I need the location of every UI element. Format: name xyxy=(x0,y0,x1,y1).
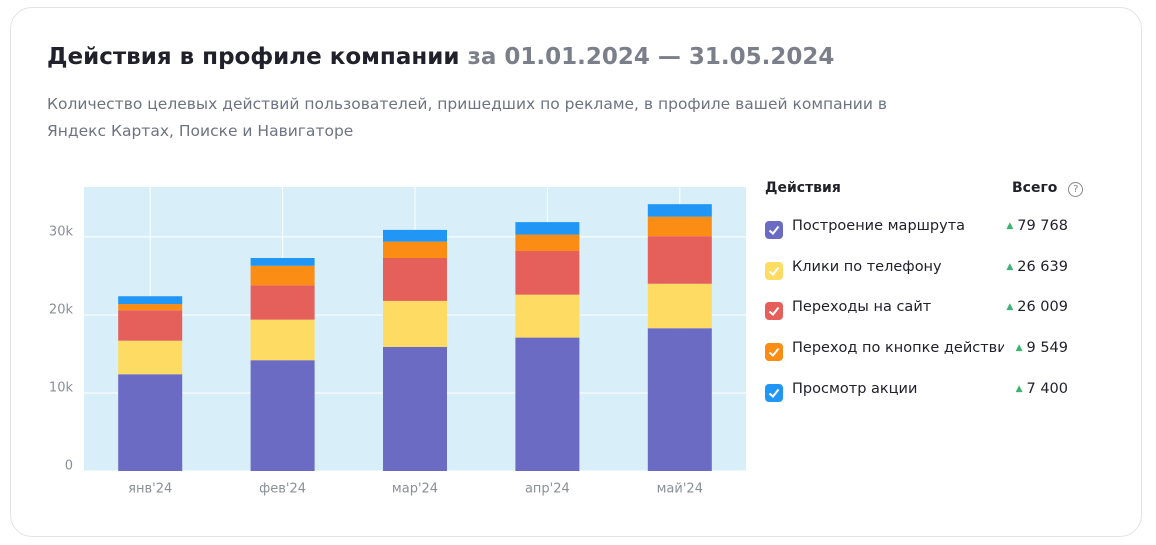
up-arrow: ▲ xyxy=(1015,343,1023,354)
x-tick-label: май'24 xyxy=(657,482,703,497)
bar-segment xyxy=(383,258,447,301)
legend-checkbox[interactable] xyxy=(765,343,783,362)
chart-title: Действия в профиле компании xyxy=(47,44,460,70)
total-value: 79 768 xyxy=(1017,218,1068,234)
up-arrow: ▲ xyxy=(1015,383,1023,394)
legend-item[interactable]: Просмотр акции xyxy=(792,380,918,397)
legend-checkbox[interactable] xyxy=(765,302,783,321)
bar-segment xyxy=(118,304,183,311)
legend-total: ▲ 26 639 xyxy=(998,259,1068,275)
check-icon xyxy=(768,266,780,276)
y-tick-label: 10k xyxy=(49,380,74,395)
card xyxy=(10,7,1142,537)
total-title: Всего ? xyxy=(1012,180,1084,197)
legend-item[interactable]: Переход по кнопке действия xyxy=(792,340,1004,357)
bar-segment xyxy=(515,250,580,295)
x-tick-label: янв'24 xyxy=(128,482,172,497)
legend-item[interactable]: Клики по телефону xyxy=(792,258,942,275)
y-tick-label: 20k xyxy=(49,302,74,317)
bar-segment xyxy=(383,229,447,242)
total-value: 26 639 xyxy=(1017,258,1068,275)
bar-segment xyxy=(647,328,712,471)
check-icon xyxy=(768,347,780,358)
total-value: 26 009 xyxy=(1017,299,1068,316)
check-icon xyxy=(768,307,780,317)
legend-item[interactable]: Переходы на сайт xyxy=(792,299,932,316)
bar-segment xyxy=(515,294,580,338)
bar-segment xyxy=(118,310,183,341)
legend-item[interactable]: Построение маршрута xyxy=(792,218,966,234)
total-value: 7 400 xyxy=(1026,380,1068,397)
bar-segment xyxy=(383,241,447,258)
subtitle: Количество целевых действий пользователе… xyxy=(47,95,887,140)
bar-segment xyxy=(118,296,183,305)
bar-segment xyxy=(515,222,580,235)
title-block: Действия в профиле компании за 01.01.202… xyxy=(47,44,834,70)
total-value: 9 549 xyxy=(1026,340,1068,357)
x-tick-label: фев'24 xyxy=(259,482,306,497)
up-arrow: ▲ xyxy=(1006,302,1014,313)
bar-segment xyxy=(515,337,580,471)
bar-segment xyxy=(250,265,315,286)
bar-segment xyxy=(250,319,315,361)
bar-segment xyxy=(118,340,183,375)
bar-segment xyxy=(383,346,447,471)
y-tick-label: 0 xyxy=(65,459,73,474)
y-tick-label: 30k xyxy=(49,224,74,239)
legend-total: ▲ 26 009 xyxy=(998,299,1068,315)
period: за 01.01.2024 — 31.05.2024 xyxy=(467,44,835,70)
bar-segment xyxy=(250,258,315,266)
bar-segment xyxy=(383,300,447,347)
up-arrow: ▲ xyxy=(1006,221,1014,231)
bar-segment xyxy=(647,236,712,284)
legend-total: ▲ 9 549 xyxy=(998,340,1068,356)
bar-segment xyxy=(647,283,712,329)
total-title-text: Всего xyxy=(1012,180,1058,196)
bar-segment xyxy=(647,216,712,237)
legend-checkbox[interactable] xyxy=(765,261,783,280)
bar-segment xyxy=(250,360,315,471)
legend-checkbox[interactable] xyxy=(765,221,783,239)
x-tick-label: апр'24 xyxy=(525,482,570,497)
bar-segment xyxy=(118,374,183,471)
bar-segment xyxy=(515,234,580,251)
legend-total: ▲ 7 400 xyxy=(998,381,1068,397)
check-icon xyxy=(768,225,780,235)
legend-total: ▲ 79 768 xyxy=(998,218,1068,234)
legend-checkbox[interactable] xyxy=(765,383,783,402)
legend-title: Действия xyxy=(765,180,841,196)
x-tick-label: мар'24 xyxy=(392,482,438,497)
up-arrow: ▲ xyxy=(1006,261,1014,272)
bar-segment xyxy=(647,204,712,217)
bar-segment xyxy=(250,285,315,320)
check-icon xyxy=(768,388,780,398)
